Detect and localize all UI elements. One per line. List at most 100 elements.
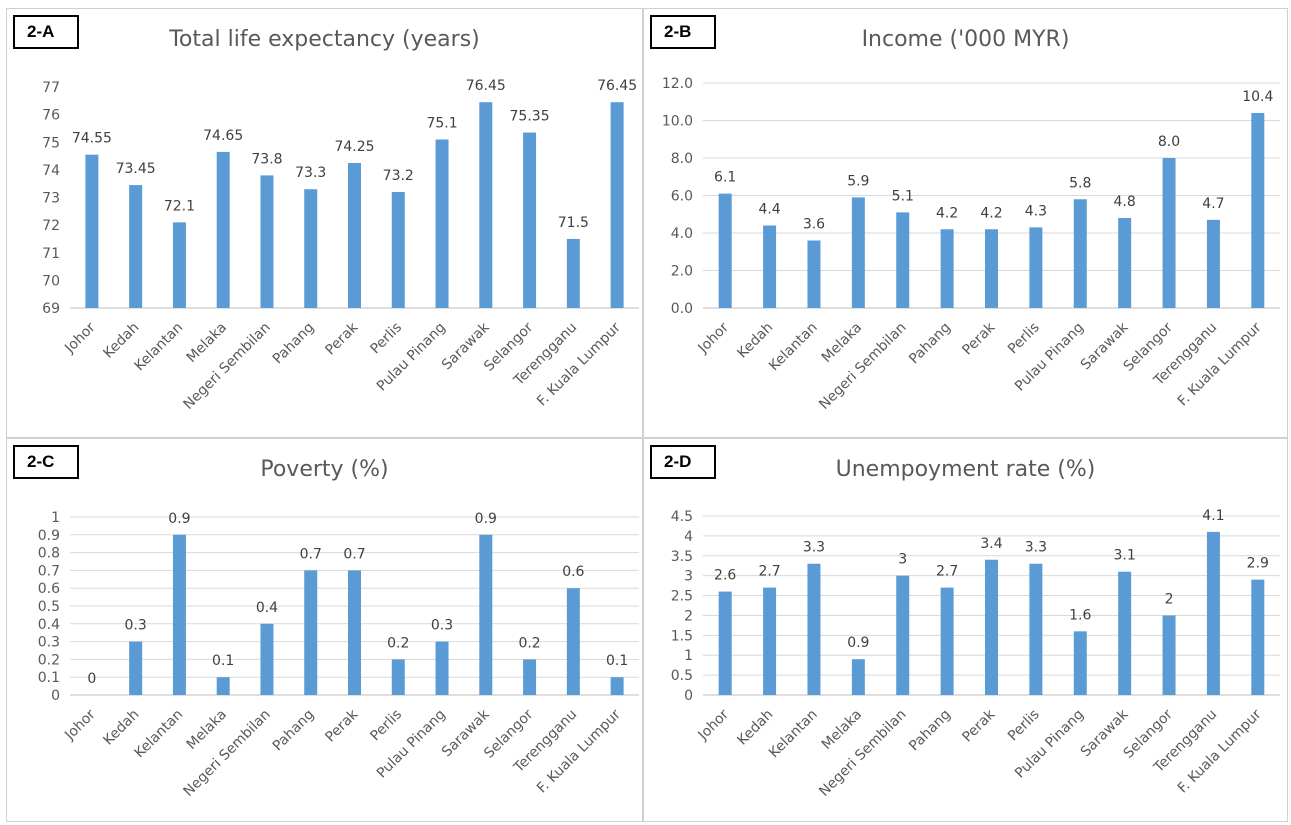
value-label: 73.3: [295, 165, 326, 181]
value-label: 0: [87, 671, 96, 687]
chart-2c-svg: 00.10.20.30.40.50.60.70.80.910Johor0.3Ke…: [38, 510, 639, 800]
y-tick-label: 0.9: [38, 528, 60, 544]
y-tick-label: 6.0: [671, 189, 693, 205]
value-label: 0.9: [475, 511, 497, 527]
panel-tag: 2-C: [13, 445, 79, 479]
value-label: 0.6: [562, 564, 584, 580]
value-label: 1.6: [1069, 607, 1091, 623]
value-label: 0.4: [256, 600, 278, 616]
y-tick-label: 0: [684, 688, 693, 704]
value-label: 0.9: [168, 511, 190, 527]
y-tick-label: 1: [684, 648, 693, 664]
value-label: 76.45: [597, 78, 637, 94]
value-label: 73.8: [251, 151, 282, 167]
value-label: 3: [898, 552, 907, 568]
value-label: 4.1: [1202, 508, 1224, 524]
value-label: 76.45: [466, 78, 506, 94]
bar: [1073, 199, 1087, 308]
bar: [1162, 158, 1176, 308]
value-label: 2.7: [936, 564, 958, 580]
value-label: 0.1: [212, 653, 234, 669]
y-tick-label: 2: [684, 608, 693, 624]
chart-title: Unempoyment rate (%): [835, 457, 1096, 482]
value-label: 0.3: [125, 618, 147, 634]
x-tick-label: Kelantan: [766, 707, 821, 762]
bar: [172, 222, 186, 308]
bar: [851, 659, 865, 695]
x-tick-label: Kedah: [100, 707, 142, 749]
y-tick-label: 3.5: [671, 549, 693, 565]
bar: [435, 641, 449, 695]
y-tick-label: 73: [42, 191, 60, 207]
x-tick-label: Pahang: [906, 320, 954, 368]
x-tick-label: Johor: [695, 319, 733, 357]
chart-title: Income ('000 MYR): [861, 27, 1070, 52]
value-label: 74.65: [203, 128, 243, 144]
value-label: 3.3: [803, 540, 825, 556]
value-label: 4.7: [1202, 196, 1224, 212]
bar: [1206, 219, 1220, 308]
bar: [807, 240, 821, 308]
bar: [260, 175, 274, 308]
y-tick-label: 3: [684, 569, 693, 585]
value-label: 8.0: [1158, 134, 1180, 150]
x-tick-label: Johor: [61, 319, 99, 357]
y-tick-label: 2.5: [671, 589, 693, 605]
x-tick-label: Kedah: [734, 320, 776, 362]
value-label: 3.3: [1025, 540, 1047, 556]
bar: [985, 229, 998, 308]
bar: [391, 191, 405, 308]
y-tick-label: 10.0: [662, 114, 693, 130]
chart-2d-svg: 0 0.5 1 1.5 2 2.5 3 3.5 4 4.5 2.6 Johor 2.7 Kedah 3.3 K…: [671, 508, 1280, 800]
bar: [763, 587, 777, 695]
x-tick-label: Perlis: [1005, 320, 1043, 358]
value-label: 10.4: [1242, 89, 1273, 105]
y-tick-label: 2.0: [671, 264, 693, 280]
panel-2c: 0 0.1 0.2 0.3 0.4 0.5 0.6 0.7 0.8 0.9 1 0 Johor 0.3 Ke…: [6, 438, 643, 822]
bar: [479, 102, 493, 308]
y-tick-label: 72: [42, 218, 60, 234]
x-tick-label: F. Kuala Lumpur: [1175, 706, 1265, 796]
bar: [1029, 563, 1043, 695]
x-tick-label: Perak: [959, 706, 999, 746]
bar: [1206, 531, 1220, 695]
value-label: 0.2: [387, 635, 409, 651]
x-tick-label: Johor: [61, 706, 99, 744]
value-label: 73.2: [383, 168, 414, 184]
value-label: 2.7: [758, 564, 780, 580]
value-label: 2.6: [714, 568, 736, 584]
x-tick-label: Kelantan: [132, 320, 187, 375]
value-label: 0.1: [606, 653, 628, 669]
bar: [985, 559, 998, 695]
bar: [85, 154, 99, 308]
y-tick-label: 1: [51, 510, 60, 526]
chart-2a-svg: 69 70 71 72 73 74 75 76 77 74.55 Johor 73.45 Kedah 72…: [42, 78, 639, 413]
bar: [718, 193, 732, 308]
x-tick-label: Johor: [695, 706, 733, 744]
y-tick-label: 75: [42, 135, 60, 151]
bar: [523, 659, 537, 695]
y-tick-label: 8.0: [671, 151, 693, 167]
value-label: 73.45: [116, 161, 156, 177]
bar: [391, 659, 405, 695]
x-tick-label: Perlis: [367, 320, 405, 358]
y-tick-label: 0.6: [38, 581, 60, 597]
y-tick-label: 0.8: [38, 546, 60, 562]
x-tick-label: Negeri Sembilan: [816, 320, 909, 413]
y-tick-label: 77: [42, 80, 60, 96]
bar: [566, 588, 580, 695]
value-label: 4.8: [1114, 194, 1136, 210]
x-tick-label: Pahang: [270, 320, 318, 368]
bar: [172, 534, 186, 695]
bar: [940, 229, 954, 308]
y-tick-label: 0.7: [38, 563, 60, 579]
panel-tag: 2-B: [650, 15, 716, 49]
x-tick-label: F. Kuala Lumpur: [534, 319, 624, 409]
bar: [1073, 631, 1087, 695]
bar: [610, 677, 624, 695]
y-tick-label: 69: [42, 301, 60, 317]
panel-tag: 2-D: [650, 445, 716, 479]
y-tick-label: 0.5: [671, 668, 693, 684]
value-label: 2.9: [1247, 556, 1269, 572]
panel-2a: 69 70 71 72 73 74 75 76 77 74.55 Johor 73.45 Kedah 72…: [6, 8, 643, 438]
